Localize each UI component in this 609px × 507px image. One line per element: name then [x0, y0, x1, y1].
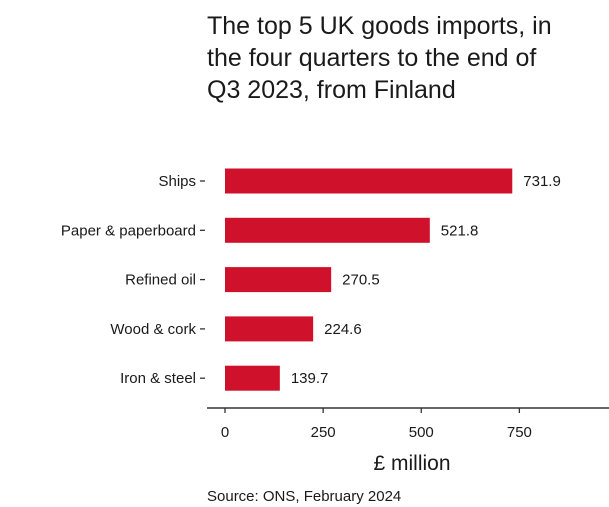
x-tick-label-750: 750	[507, 424, 532, 441]
bar-ships	[225, 168, 513, 194]
category-label-refined-oil: Refined oil	[125, 272, 196, 289]
value-label-ships: 731.9	[523, 173, 561, 190]
category-label-ships: Ships	[158, 173, 196, 190]
data-labels: 731.9 521.8 270.5 224.6 139.7	[291, 173, 561, 387]
category-label-wood-cork: Wood & cork	[110, 321, 196, 338]
y-axis: Ships Paper & paperboard Refined oil Wood &…	[61, 173, 205, 387]
value-label-wood-cork: 224.6	[324, 321, 362, 338]
bars	[225, 168, 513, 391]
bar-iron-steel	[225, 365, 280, 391]
value-label-iron-steel: 139.7	[291, 370, 329, 387]
x-axis-title: £ million	[373, 452, 450, 475]
source-note: Source: ONS, February 2024	[207, 488, 402, 505]
value-label-paper-paperboard: 521.8	[441, 222, 479, 239]
category-label-paper-paperboard: Paper & paperboard	[61, 222, 196, 239]
bar-refined-oil	[225, 267, 332, 293]
x-tick-label-500: 500	[409, 424, 434, 441]
x-axis: 0 250 500 750	[207, 407, 609, 441]
chart-title: The top 5 UK goods imports, in the four …	[207, 12, 552, 104]
bar-paper-paperboard	[225, 217, 430, 243]
category-label-iron-steel: Iron & steel	[120, 370, 196, 387]
x-tick-label-250: 250	[311, 424, 336, 441]
bar-wood-cork	[225, 316, 314, 342]
value-label-refined-oil: 270.5	[342, 272, 380, 289]
x-tick-label-0: 0	[221, 424, 229, 441]
